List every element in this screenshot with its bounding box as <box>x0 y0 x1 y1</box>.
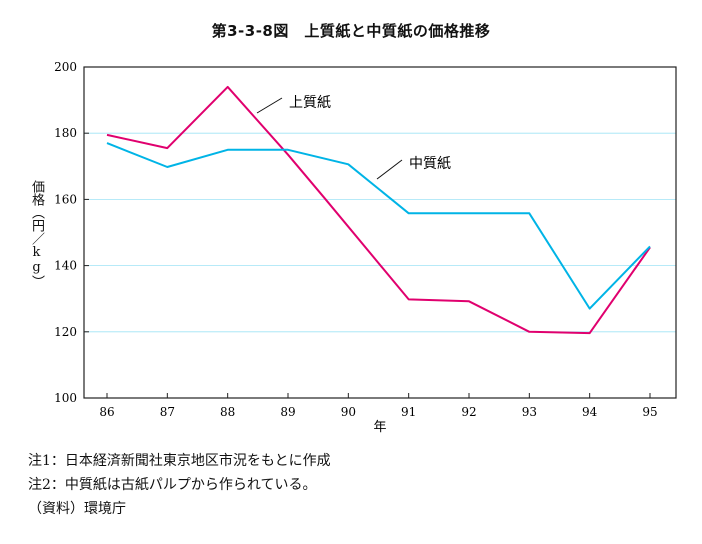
series-label-1: 上質紙 <box>289 95 331 111</box>
x-tick-label: 91 <box>401 405 416 419</box>
leader-line-2 <box>376 159 403 180</box>
plot-frame <box>83 66 677 399</box>
series-label-2: 中質紙 <box>409 156 451 172</box>
chart-title: 第3-3-8図 上質紙と中質紙の価格推移 <box>211 22 491 40</box>
y-tick-label: 100 <box>54 391 77 405</box>
x-tick-label: 90 <box>341 405 356 419</box>
x-tick-label: 92 <box>461 405 476 419</box>
y-tick-label: 200 <box>54 60 77 74</box>
x-tick-label: 95 <box>642 405 657 419</box>
y-tick-label: 140 <box>54 259 77 273</box>
axis-ticks: 100 120 140 160 180 200 86 87 88 89 90 91 92 93 94 95 <box>54 60 658 419</box>
x-axis-label: 年 <box>373 420 386 435</box>
x-tick-label: 93 <box>522 405 537 419</box>
source-note: （資料）環境庁 <box>28 501 126 517</box>
x-tick-label: 88 <box>220 405 235 419</box>
series-line-2 <box>106 142 651 310</box>
x-tick-label: 86 <box>99 405 114 419</box>
y-tick-label: 180 <box>54 126 77 140</box>
x-tick-label: 87 <box>160 405 175 419</box>
note-2: 注2：中質紙は古紙パルプから作られている。 <box>28 477 317 493</box>
note-1: 注1：日本経済新聞社東京地区市況をもとに作成 <box>28 453 331 469</box>
series-layer <box>106 85 651 335</box>
gridlines <box>84 132 676 333</box>
leader-line-1 <box>256 97 283 114</box>
y-tick-label: 120 <box>54 325 77 339</box>
series-line-1 <box>106 85 651 335</box>
x-tick-label: 89 <box>280 405 295 419</box>
y-axis-label: 価格（円／kg） <box>29 180 44 288</box>
y-tick-label: 160 <box>54 192 77 206</box>
x-tick-label: 94 <box>582 405 598 419</box>
